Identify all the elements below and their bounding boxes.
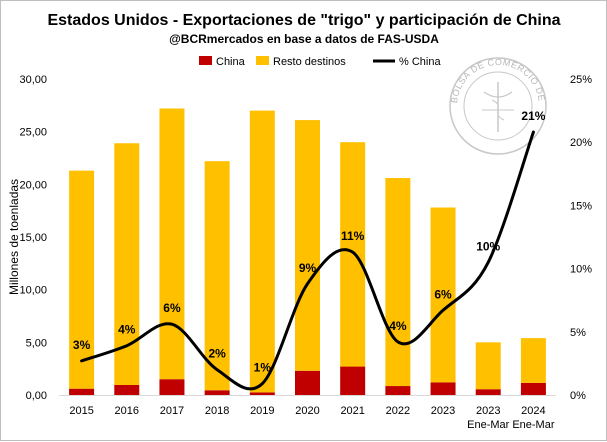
x-tick-label: 2024	[521, 405, 545, 417]
bar-resto	[475, 342, 501, 390]
bar-resto	[385, 178, 411, 387]
bar-china	[430, 382, 456, 395]
chart-title: Estados Unidos - Exportaciones de "trigo…	[47, 12, 560, 29]
y-tick-label: 30,00	[19, 74, 47, 86]
x-tick-label: 2021	[340, 405, 364, 417]
pct-data-label: 4%	[118, 323, 136, 337]
y-axis-label: Millones de toenladas	[7, 179, 21, 295]
pct-data-label: 4%	[389, 319, 407, 333]
legend-swatch-china	[199, 56, 212, 65]
y-axis-left: 0,00 5,00 10,00 15,00 20,00 25,00 30,00	[19, 74, 47, 402]
x-tick-label: Ene-Mar	[467, 419, 510, 431]
china-share-line	[80, 130, 535, 391]
bar-resto	[340, 142, 366, 367]
pct-data-label: 6%	[434, 287, 452, 301]
y-tick-label: 0,00	[26, 390, 47, 402]
bar-resto	[430, 207, 456, 383]
x-tick-label: 2020	[295, 405, 319, 417]
bar-china	[340, 366, 366, 395]
y2-tick-label: 0%	[570, 390, 586, 402]
y-axis-right: 0% 5% 10% 15% 20% 25%	[570, 74, 592, 402]
y2-tick-label: 5%	[570, 327, 586, 339]
pct-data-label: 1%	[254, 361, 272, 375]
legend-swatch-resto	[256, 56, 269, 65]
pct-data-label: 3%	[73, 338, 91, 352]
bar-china	[520, 382, 546, 395]
bar-china	[204, 390, 230, 395]
chart-subtitle: @BCRmercados en base a datos de FAS-USDA	[169, 32, 439, 46]
x-tick-label: 2023	[476, 405, 500, 417]
bar-china	[69, 388, 95, 395]
pct-data-label: 6%	[163, 301, 181, 315]
y-tick-label: 15,00	[19, 232, 47, 244]
bar-china	[159, 379, 185, 395]
legend: China Resto destinos % China	[199, 56, 441, 68]
y-tick-label: 5,00	[26, 337, 47, 349]
pct-data-label: 2%	[208, 347, 226, 361]
bar-resto	[69, 170, 95, 389]
pct-data-label: 9%	[299, 261, 317, 275]
bar-china	[249, 392, 275, 395]
seal-inner-ring	[463, 71, 533, 141]
x-tick-label: 2022	[386, 405, 410, 417]
y2-tick-label: 10%	[570, 264, 592, 276]
bar-resto	[249, 110, 275, 393]
y-tick-label: 10,00	[19, 285, 47, 297]
bar-resto	[159, 108, 185, 380]
legend-label: China	[216, 56, 246, 68]
china-share-line-path	[80, 130, 535, 391]
legend-label: Resto destinos	[273, 56, 346, 68]
bar-china	[475, 389, 501, 395]
y-tick-label: 20,00	[19, 179, 47, 191]
data-labels: 3% 4% 6% 2% 1% 9% 11% 4% 6% 10% 21%	[73, 109, 546, 375]
bar-china	[114, 384, 140, 395]
bar-resto	[204, 161, 230, 391]
bar-resto	[295, 120, 320, 371]
seal-wings	[483, 91, 513, 98]
bars	[69, 108, 546, 395]
legend-label: % China	[399, 56, 441, 68]
y2-tick-label: 20%	[570, 137, 592, 149]
x-axis: 2015 2016 2017 2018 2019 2020 2021 2022 2023 2023…	[59, 395, 556, 431]
bar-china	[385, 386, 411, 395]
x-tick-label: 2018	[205, 405, 229, 417]
pct-data-label: 21%	[521, 109, 545, 123]
x-tick-label: 2019	[250, 405, 274, 417]
bar-resto	[520, 338, 546, 383]
x-tick-label: Ene-Mar	[512, 419, 555, 431]
seal-outer-ring	[449, 57, 547, 155]
x-tick-label: 2023	[431, 405, 455, 417]
x-tick-label: 2015	[69, 405, 93, 417]
pct-data-label: 10%	[476, 239, 500, 253]
y-tick-label: 25,00	[19, 127, 47, 139]
y2-tick-label: 15%	[570, 200, 592, 212]
x-tick-label: 2017	[160, 405, 184, 417]
pct-data-label: 11%	[341, 229, 365, 243]
bar-china	[295, 370, 320, 395]
x-tick-label: 2016	[115, 405, 139, 417]
y2-tick-label: 25%	[570, 74, 592, 86]
